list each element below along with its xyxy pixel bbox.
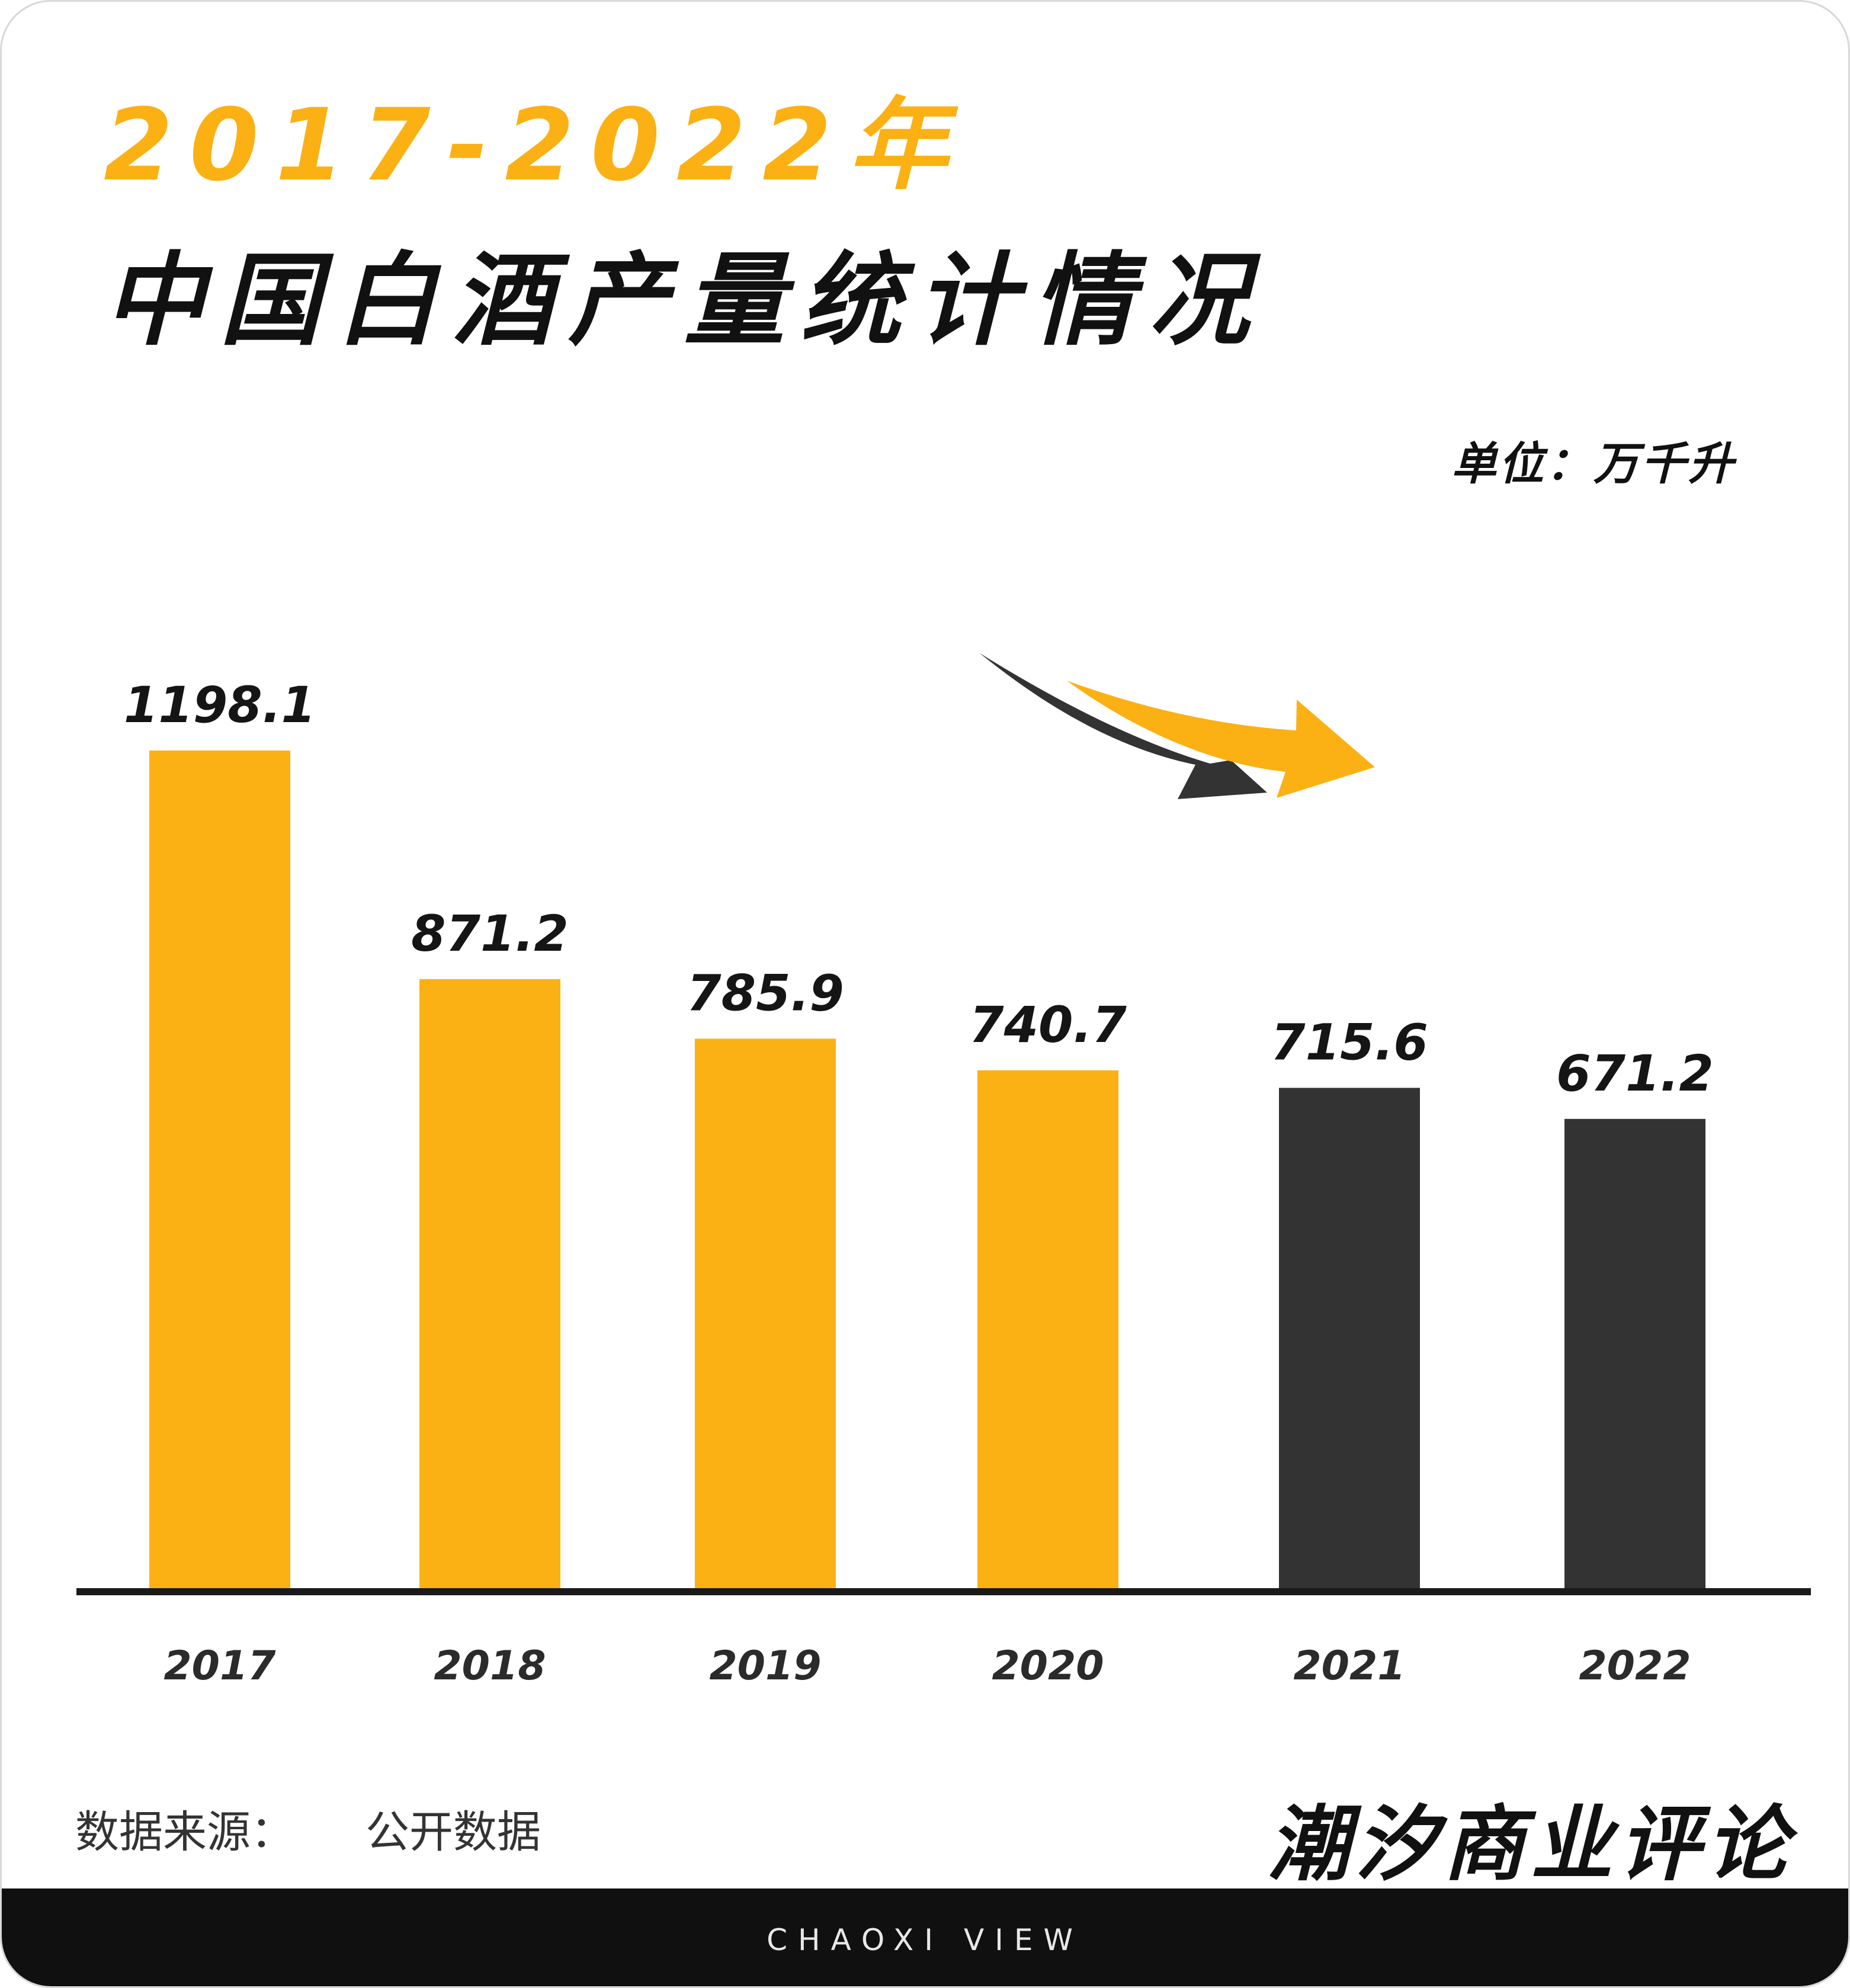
value-label-2019: 785.9 <box>687 964 844 1022</box>
bar-2018 <box>419 979 560 1588</box>
value-label-2021: 715.6 <box>1271 1013 1428 1071</box>
title-main: 中国白酒产量统计情况 <box>104 242 1265 360</box>
brand-logo: 潮汐商业评论 <box>1267 1797 1794 1892</box>
bar-2017 <box>149 751 290 1588</box>
source-value: 公开数据 <box>365 1807 541 1858</box>
x-tick-label-2022: 2022 <box>1579 1643 1691 1689</box>
source-label: 数据来源： <box>75 1807 294 1858</box>
x-tick-label-2017: 2017 <box>163 1643 276 1689</box>
bar-2021 <box>1279 1088 1420 1588</box>
bar-2022 <box>1564 1118 1705 1588</box>
x-tick-label-2021: 2021 <box>1293 1643 1405 1689</box>
value-label-2020: 740.7 <box>969 996 1127 1054</box>
brand-english: CHAOXI VIEW <box>767 1923 1083 1957</box>
tick-labels-group: 2017 2018 2019 2020 2021 2022 <box>163 1643 1691 1689</box>
value-label-2017: 1198.1 <box>124 676 316 734</box>
x-tick-label-2019: 2019 <box>709 1643 821 1689</box>
trend-arrow-dark-icon <box>979 653 1267 799</box>
x-tick-label-2018: 2018 <box>434 1643 546 1689</box>
value-labels-group: 1198.1 871.2 785.9 740.7 715.6 671.2 <box>124 676 1714 1102</box>
value-label-2018: 871.2 <box>411 905 569 963</box>
value-label-2022: 671.2 <box>1556 1044 1714 1102</box>
bars-group <box>149 751 1705 1588</box>
footer-bar: CHAOXI VIEW <box>2 1888 1848 1986</box>
bar-2019 <box>695 1038 836 1588</box>
unit-label: 单位：万千升 <box>1451 437 1736 490</box>
trend-arrow-yellow-icon <box>1067 681 1375 798</box>
title-years: 2017-2022年 <box>104 87 964 203</box>
bar-2020 <box>977 1070 1118 1588</box>
x-tick-label-2020: 2020 <box>992 1643 1104 1689</box>
trend-arrow-icon <box>979 653 1375 799</box>
data-source: 数据来源： 公开数据 <box>75 1797 541 1860</box>
